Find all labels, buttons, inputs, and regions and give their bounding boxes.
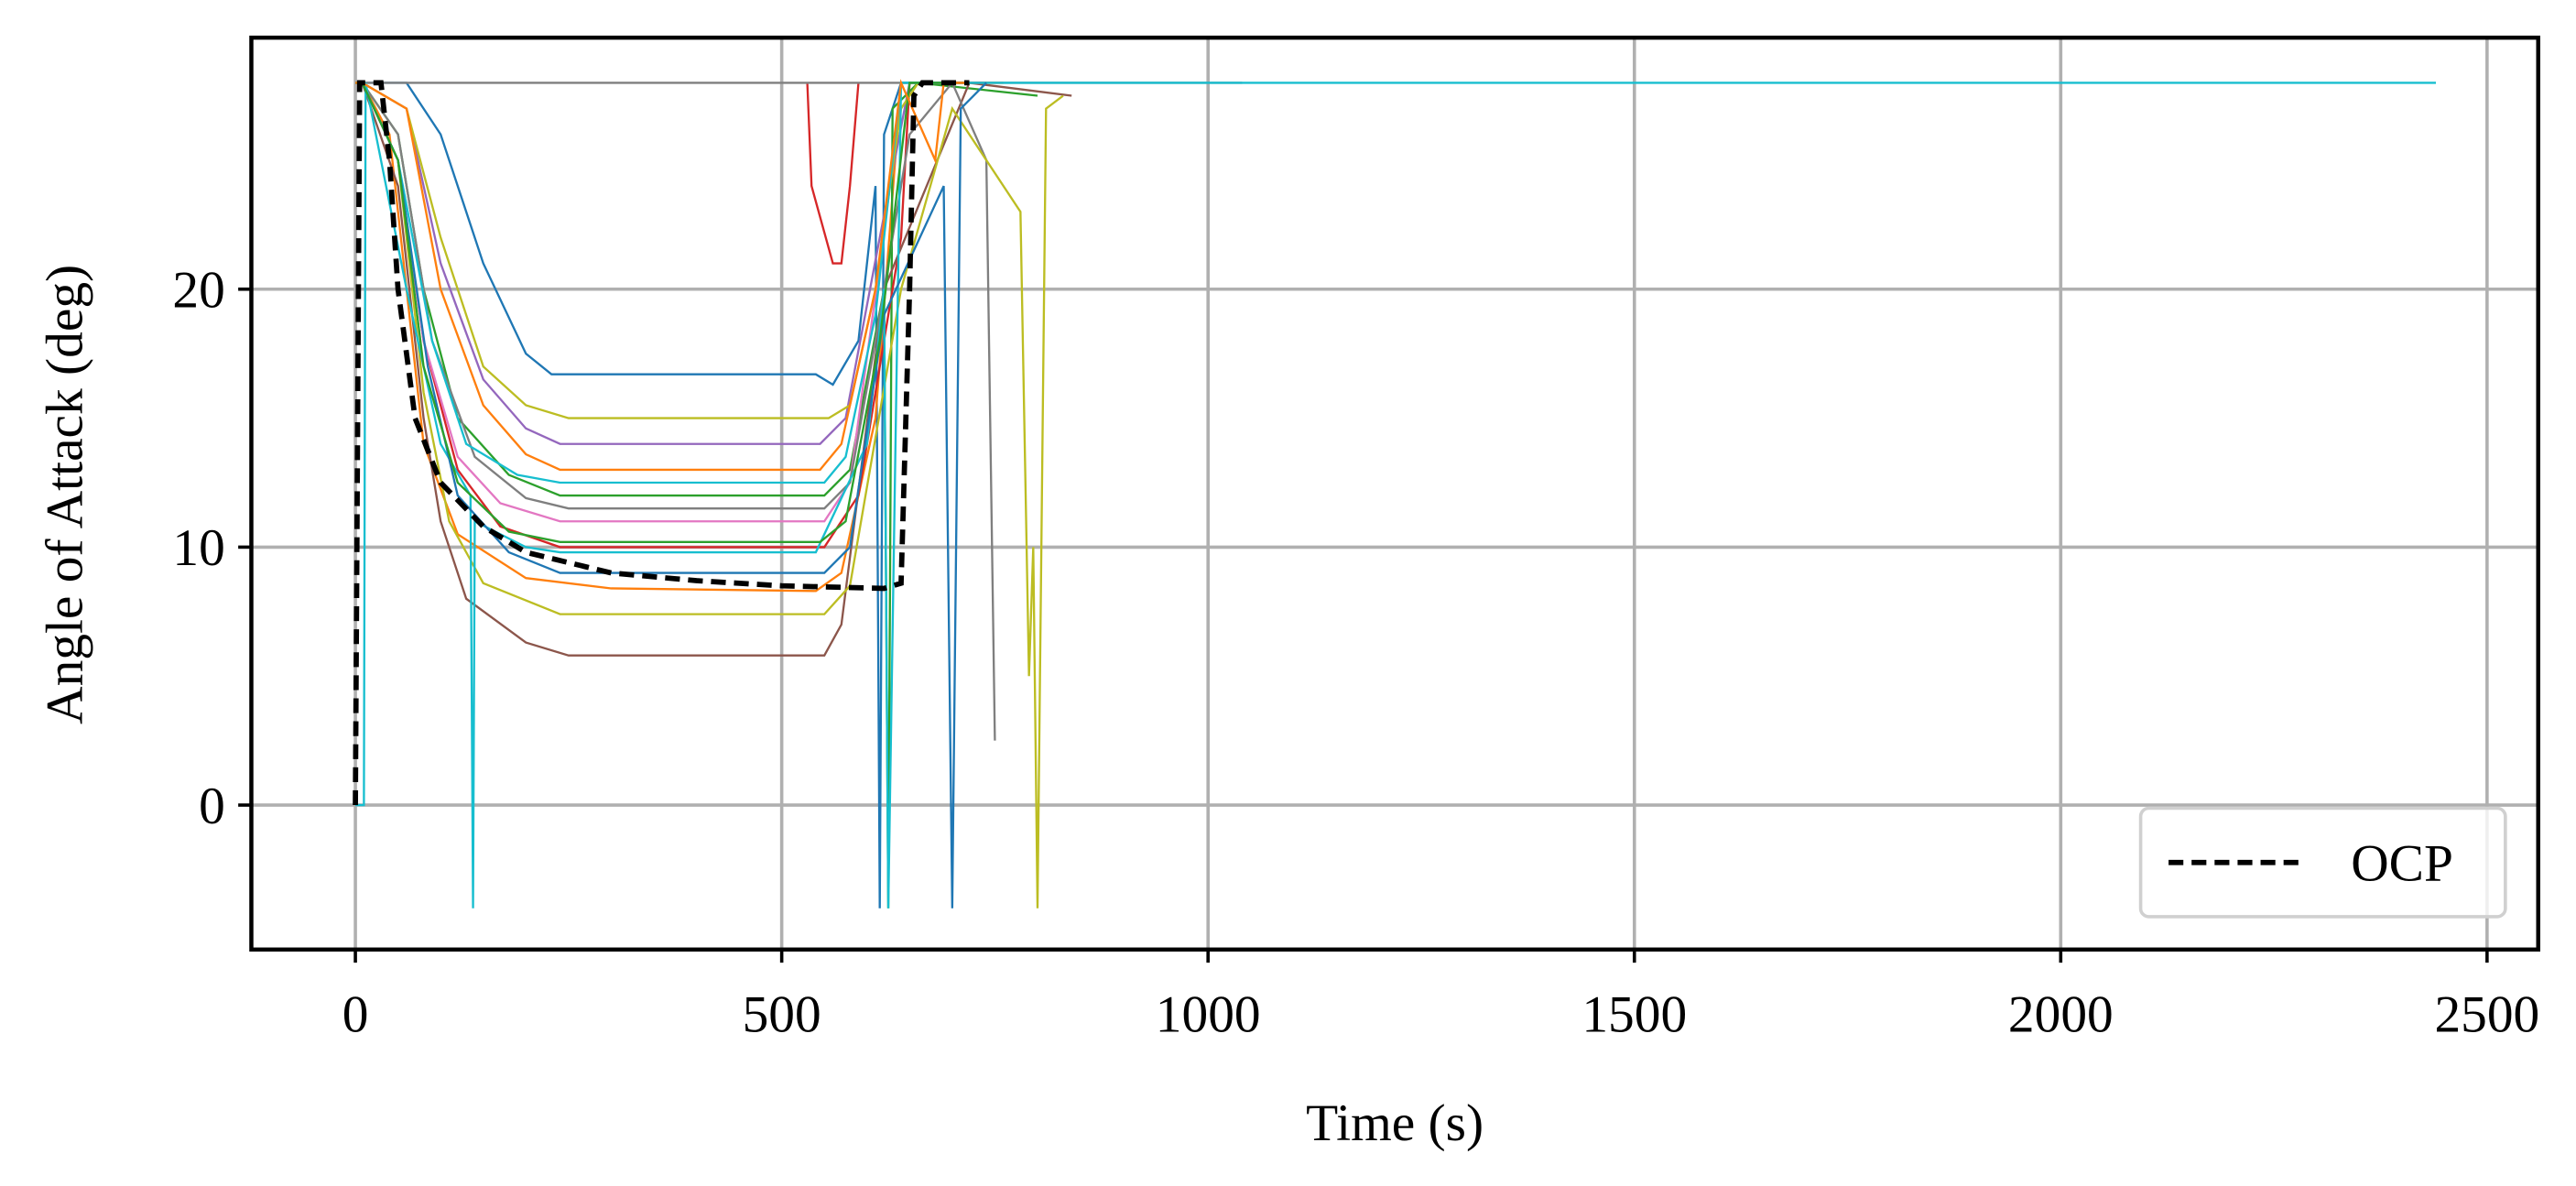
legend-label: OCP xyxy=(2351,834,2453,892)
line xyxy=(355,82,1004,593)
x-tick-label: 500 xyxy=(743,985,821,1043)
line xyxy=(355,82,1072,657)
x-tick-label: 0 xyxy=(342,985,369,1043)
x-tick-label: 1000 xyxy=(1156,985,1261,1043)
y-tick-label: 10 xyxy=(172,519,224,577)
line xyxy=(355,79,970,472)
plot-frame xyxy=(249,35,2540,952)
x-tick-label: 2000 xyxy=(2008,985,2114,1043)
legend-box xyxy=(2138,806,2507,919)
x-tick-label: 1500 xyxy=(1581,985,1687,1043)
y-tick-label: 0 xyxy=(199,778,225,835)
line xyxy=(353,80,970,806)
y-tick-label: 20 xyxy=(172,261,224,319)
line xyxy=(355,81,996,741)
line xyxy=(806,82,860,265)
x-tick-label: 2500 xyxy=(2434,985,2539,1043)
x-axis-label: Time (s) xyxy=(1306,1094,1484,1152)
line xyxy=(355,82,970,543)
y-axis-label: Angle of Attack (deg) xyxy=(37,265,94,724)
